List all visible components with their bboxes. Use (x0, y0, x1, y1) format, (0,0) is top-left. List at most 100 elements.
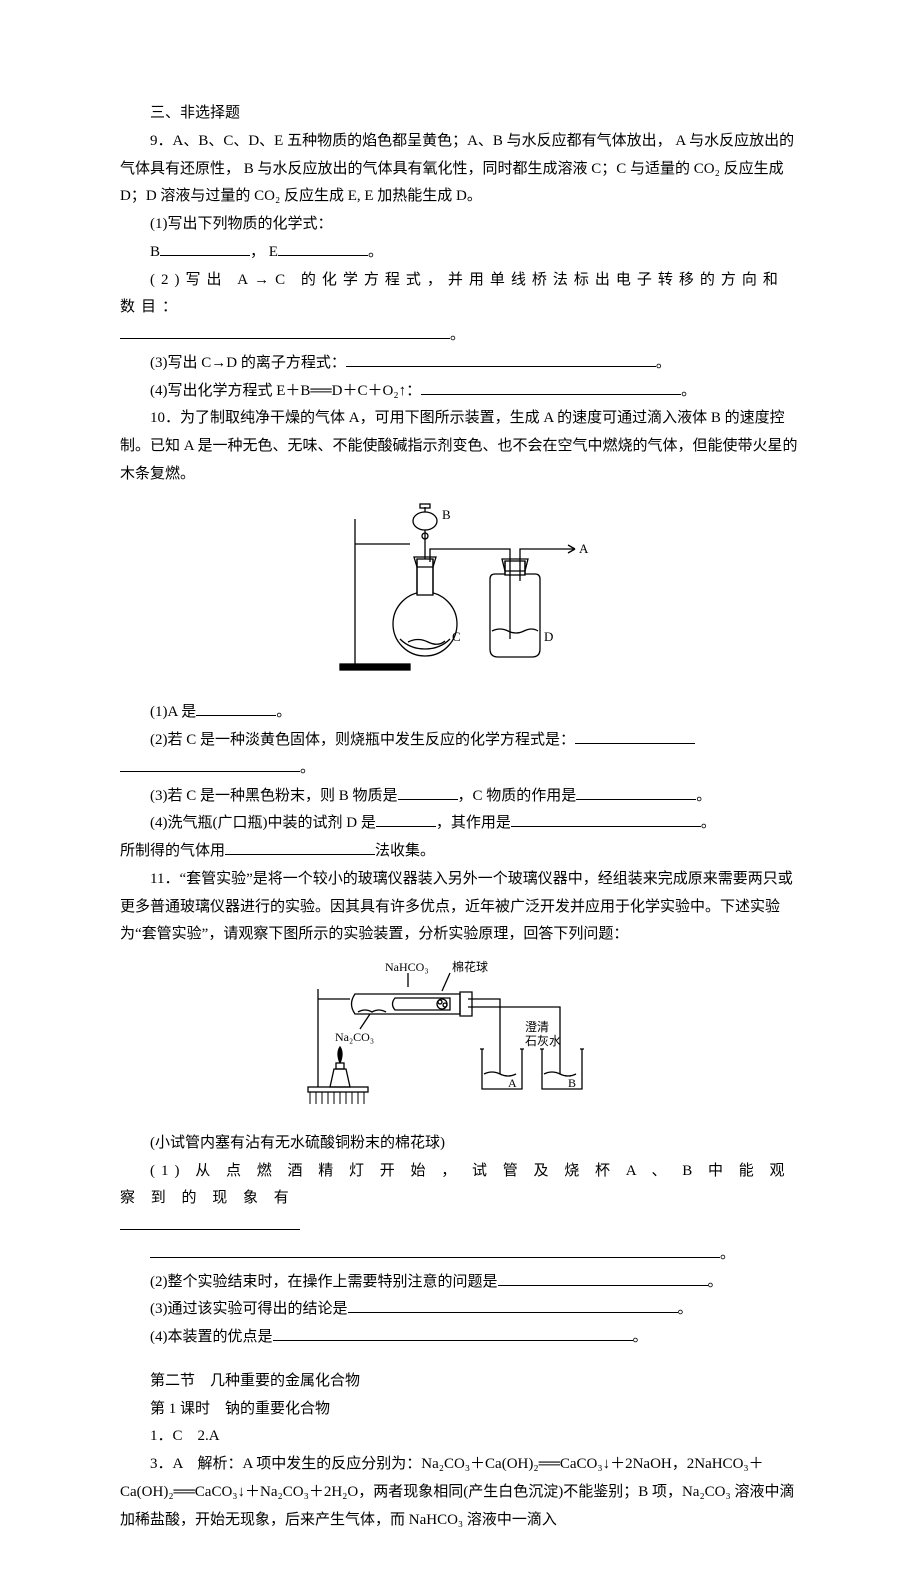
q10-blank-p2b (120, 757, 300, 772)
q11-note: (小试管内塞有沾有无水硫酸铜粉末的棉花球) (120, 1130, 800, 1158)
q11-stem: 11．“套管实验”是将一个较小的玻璃仪器装入另外一个玻璃仪器中，经组装来完成原来… (120, 866, 800, 949)
q10-p3-lead: (3)若 C 是一种黑色粉末，则 B 物质是 (150, 788, 398, 804)
q10-p4-lead: (4)洗气瓶(广口瓶)中装的试剂 D 是 (150, 815, 376, 831)
q10-blank-p1 (196, 701, 276, 716)
q9-p3-lead: (3)写出 C→D 的离子方程式： (150, 355, 346, 371)
q9-p3: (3)写出 C→D 的离子方程式： 。 (120, 350, 800, 378)
q9-blank-B (160, 241, 250, 256)
q11-apparatus-svg: NaHCO₃ 棉花球 Na₂CO₃ 澄清 石灰水 A B (300, 959, 620, 1109)
q10-stem: 10．为了制取纯净干燥的气体 A，可用下图所示装置，生成 A 的速度可通过滴入液… (120, 405, 800, 488)
q10-blank-p2a (575, 729, 695, 744)
q9-p3-period: 。 (656, 355, 671, 371)
q11-note-text: (小试管内塞有沾有无水硫酸铜粉末的棉花球) (150, 1135, 445, 1151)
q11-blank-p1b (150, 1243, 720, 1258)
q11-p4: (4)本装置的优点是 。 (120, 1324, 800, 1352)
q11-p1-lead: (1) 从 点 燃 酒 精 灯 开 始 ， 试 管 及 烧 杯 A 、 B 中 … (120, 1163, 791, 1207)
q9-p1-comma: ， (250, 244, 265, 260)
q11-p3-lead: (3)通过该实验可得出的结论是 (150, 1301, 348, 1317)
q11-p2-lead: (2)整个实验结束时，在操作上需要特别注意的问题是 (150, 1274, 498, 1290)
ans-a1: 1．C 2.A (120, 1423, 800, 1451)
q11-p1-fill (120, 1213, 800, 1241)
q10-p4: (4)洗气瓶(广口瓶)中装的试剂 D 是 ，其作用是 。 (120, 810, 800, 838)
q10-p2-period: 。 (300, 760, 315, 776)
q11-label-cotton: 棉花球 (452, 959, 488, 974)
ans-a1-text: 1．C 2.A (150, 1428, 220, 1444)
q9-p2-period: 。 (450, 327, 465, 343)
q11-label-lime1: 澄清 (525, 1019, 549, 1034)
q10-p2-lead: (2)若 C 是一种淡黄色固体，则烧瓶中发生反应的化学方程式是： (150, 732, 575, 748)
q9-p4-period: 。 (681, 383, 696, 399)
q11-blank-p4 (273, 1326, 633, 1341)
q11-p3: (3)通过该实验可得出的结论是 。 (120, 1296, 800, 1324)
q10-label-A: A (579, 541, 589, 556)
q10-p1-lead: (1)A 是 (150, 704, 196, 720)
q11-p1: (1) 从 点 燃 酒 精 灯 开 始 ， 试 管 及 烧 杯 A 、 B 中 … (120, 1158, 800, 1214)
q11-p4-period: 。 (633, 1329, 648, 1345)
q10-p1-period: 。 (276, 704, 291, 720)
q11-p1-fill2: 。 (120, 1241, 800, 1269)
q10-p4b-tail: 法收集。 (375, 843, 435, 859)
section-header-text: 三、非选择题 (150, 105, 240, 121)
q10-label-D: D (544, 629, 553, 644)
q10-p2: (2)若 C 是一种淡黄色固体，则烧瓶中发生反应的化学方程式是： (120, 727, 800, 755)
q9-blank-p4 (421, 380, 681, 395)
q11-p1-period: 。 (720, 1246, 735, 1262)
q9-blank-p3 (346, 352, 656, 367)
q9-p1-fill: B ， E 。 (120, 239, 800, 267)
q10-p4b-lead: 所制得的气体用 (120, 843, 225, 859)
q11-p4-lead: (4)本装置的优点是 (150, 1329, 273, 1345)
q11-p2-period: 。 (708, 1274, 723, 1290)
q9-p4-lead: (4)写出化学方程式 E＋B══D＋C＋O₂↑： (150, 383, 421, 399)
q9-p4: (4)写出化学方程式 E＋B══D＋C＋O₂↑： 。 (120, 378, 800, 406)
q11-label-lime2: 石灰水 (525, 1034, 561, 1048)
q11-blank-p2 (498, 1271, 708, 1286)
q9-stem-text: 9．A、B、C、D、E 五种物质的焰色都呈黄色；A、B 与水反应都有气体放出， … (120, 133, 794, 205)
q11-label-B: B (568, 1076, 576, 1090)
q9-p1-period: 。 (368, 244, 383, 260)
section-header: 三、非选择题 (120, 100, 800, 128)
q10-p4-period: 。 (701, 815, 716, 831)
q10-p3-mid: ，C 物质的作用是 (458, 788, 577, 804)
q9-blank-p2 (120, 324, 450, 339)
ans-a3: 3．A 解析：A 项中发生的反应分别为：Na₂CO₃＋Ca(OH)₂══CaCO… (120, 1451, 800, 1534)
q11-label-A: A (508, 1076, 517, 1090)
q10-p2b: 。 (120, 755, 800, 783)
q10-apparatus-svg: B C A D (330, 499, 590, 679)
q9-p2-lead: (2)写出 A→C 的化学方程式，并用单线桥法标出电子转移的方向和数目： (120, 272, 784, 316)
q10-p3-period: 。 (696, 788, 711, 804)
q11-blank-p1 (120, 1215, 300, 1230)
q10-blank-p3b (576, 785, 696, 800)
q11-stem-text: 11．“套管实验”是将一个较小的玻璃仪器装入另外一个玻璃仪器中，经组装来完成原来… (120, 871, 793, 943)
q11-p2: (2)整个实验结束时，在操作上需要特别注意的问题是 。 (120, 1269, 800, 1297)
q10-label-C: C (452, 629, 461, 644)
q9-p1-lead: (1)写出下列物质的化学式： (150, 216, 333, 232)
q10-label-B: B (442, 507, 451, 522)
q10-blank-p4a (376, 812, 436, 827)
q9-blank-E (278, 241, 368, 256)
q11-blank-p3 (348, 1298, 678, 1313)
q10-blank-p4c (225, 840, 375, 855)
q9-p1: (1)写出下列物质的化学式： (120, 211, 800, 239)
q9-p2: (2)写出 A→C 的化学方程式，并用单线桥法标出电子转移的方向和数目： (120, 267, 800, 323)
q11-p3-period: 。 (678, 1301, 693, 1317)
q9-p1-E: E (269, 244, 278, 260)
ans-title1-text: 第二节 几种重要的金属化合物 (150, 1373, 360, 1389)
spacer (120, 1352, 800, 1368)
q9-p1-B: B (150, 244, 160, 260)
q10-stem-text: 10．为了制取纯净干燥的气体 A，可用下图所示装置，生成 A 的速度可通过滴入液… (120, 410, 798, 482)
q10-p4-mid: ，其作用是 (436, 815, 511, 831)
q11-label-na2co3: Na₂CO₃ (335, 1030, 374, 1044)
q10-blank-p4b (511, 812, 701, 827)
q10-p3: (3)若 C 是一种黑色粉末，则 B 物质是 ，C 物质的作用是 。 (120, 783, 800, 811)
ans-title1: 第二节 几种重要的金属化合物 (120, 1368, 800, 1396)
q10-blank-p3a (398, 785, 458, 800)
q11-label-nahco3: NaHCO₃ (385, 960, 429, 974)
q10-figure: B C A D (120, 499, 800, 690)
q10-p1: (1)A 是 。 (120, 699, 800, 727)
q9-p2-fill: 。 (120, 322, 800, 350)
q11-figure: NaHCO₃ 棉花球 Na₂CO₃ 澄清 石灰水 A B (120, 959, 800, 1120)
ans-title2: 第 1 课时 钠的重要化合物 (120, 1396, 800, 1424)
q9-stem: 9．A、B、C、D、E 五种物质的焰色都呈黄色；A、B 与水反应都有气体放出， … (120, 128, 800, 211)
ans-a3-text: 3．A 解析：A 项中发生的反应分别为：Na₂CO₃＋Ca(OH)₂══CaCO… (120, 1456, 795, 1528)
q10-p4b: 所制得的气体用 法收集。 (120, 838, 800, 866)
